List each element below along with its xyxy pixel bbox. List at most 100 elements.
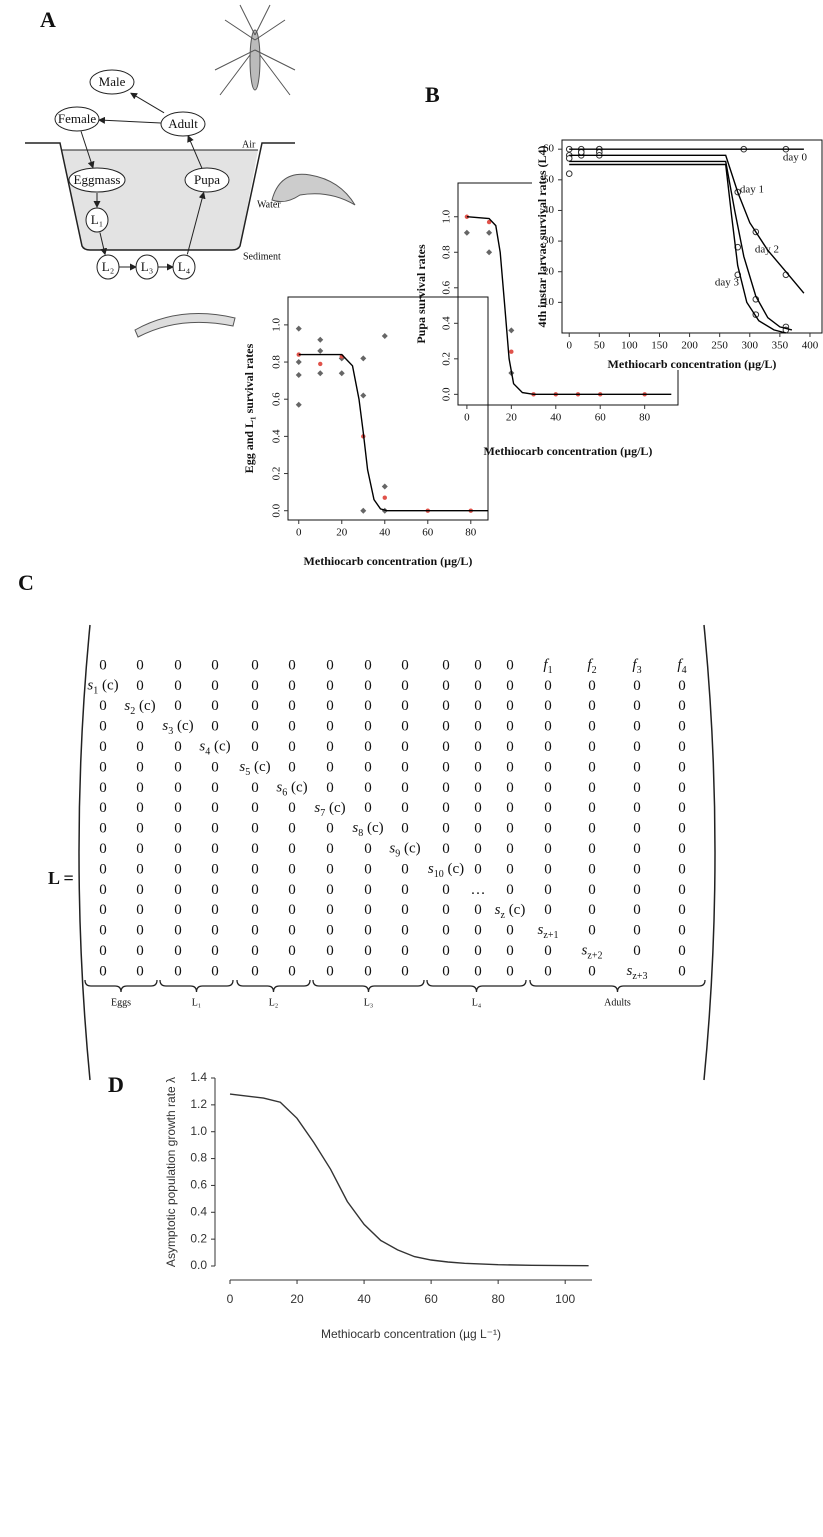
point — [464, 214, 470, 219]
matrix-cell: 0 — [544, 861, 552, 877]
cell-base: s — [428, 861, 434, 877]
brace — [84, 979, 158, 993]
matrix-cell: 0 — [588, 719, 596, 735]
matrix-cell: 0 — [364, 780, 372, 796]
matrix-cell: sz+2 — [582, 943, 603, 962]
cell-sub: 4 — [682, 665, 687, 676]
matrix-cell: 0 — [633, 821, 641, 837]
matrix-cell: 0 — [588, 821, 596, 837]
matrix-cell: 0 — [633, 780, 641, 796]
matrix-cell: 0 — [326, 943, 334, 959]
y-tick-label: 0.2 — [441, 352, 453, 366]
matrix-cell: 0 — [474, 923, 482, 939]
matrix-cell: 0 — [136, 882, 144, 898]
matrix-cell: f4 — [677, 657, 686, 676]
matrix-cell: 0 — [288, 698, 296, 714]
point — [317, 347, 324, 354]
y-tick-label: 1.0 — [441, 209, 453, 223]
x-tick-label: 40 — [379, 527, 391, 539]
matrix-cell: 0 — [442, 882, 450, 898]
matrix-cell: 0 — [211, 841, 219, 857]
right-paren — [703, 624, 716, 1081]
curve — [298, 353, 488, 512]
node — [85, 207, 109, 233]
arrow — [130, 92, 165, 114]
matrix-cell: 0 — [506, 923, 514, 939]
larva-icon — [134, 313, 236, 338]
left-paren — [78, 624, 91, 1081]
cell-tail: (c) — [250, 759, 270, 775]
plot-frame — [561, 139, 823, 334]
matrix-cell: sz (c) — [495, 902, 526, 921]
matrix-cell: 0 — [588, 678, 596, 694]
matrix-cell: s10 (c) — [428, 861, 464, 880]
y-tick-label: 30 — [543, 235, 555, 247]
cell-tail: (c) — [173, 719, 193, 735]
brace — [312, 979, 425, 993]
matrix-cell: … — [471, 882, 486, 898]
annotation: day 3 — [715, 277, 740, 289]
matrix-cell: 0 — [401, 882, 409, 898]
matrix-cell: 0 — [588, 963, 596, 979]
pupa-icon — [271, 173, 356, 206]
matrix-cell: 0 — [544, 943, 552, 959]
matrix-cell: 0 — [442, 759, 450, 775]
cell-base: s — [314, 800, 320, 816]
matrix-cell: 0 — [99, 902, 107, 918]
matrix-cell: 0 — [174, 882, 182, 898]
matrix-cell: 0 — [474, 698, 482, 714]
x-tick-label: 100 — [621, 340, 638, 352]
matrix-cell: 0 — [678, 800, 686, 816]
annotation: day 0 — [783, 152, 808, 164]
matrix-cell: 0 — [678, 780, 686, 796]
matrix-cell: 0 — [136, 759, 144, 775]
x-tick-label: 0 — [566, 340, 572, 352]
point — [317, 336, 324, 343]
matrix-cell: 0 — [326, 657, 334, 673]
matrix-cell: 0 — [288, 902, 296, 918]
x-tick-label: 60 — [424, 1292, 438, 1306]
matrix-cell: 0 — [99, 719, 107, 735]
matrix-cell: 0 — [506, 821, 514, 837]
cell-tail: (c) — [363, 821, 383, 837]
y-axis-label: Asymptotic population growth rate λ — [164, 1077, 178, 1267]
cell-tail: (c) — [135, 698, 155, 714]
node — [184, 167, 230, 193]
node-label: Eggmass — [74, 172, 121, 187]
matrix-cell: 0 — [588, 882, 596, 898]
cell-base: s — [87, 678, 93, 694]
matrix-cell: s8 (c) — [352, 821, 383, 840]
group-label: L₂ — [269, 997, 279, 1008]
y-tick-label: 0.6 — [441, 280, 453, 294]
matrix-cell: 0 — [401, 678, 409, 694]
matrix-cell: 0 — [326, 963, 334, 979]
matrix-cell: 0 — [633, 800, 641, 816]
matrix-cell: 0 — [442, 963, 450, 979]
matrix-cell: 0 — [251, 882, 259, 898]
y-tick-label: 0.4 — [441, 316, 453, 330]
matrix-cell: 0 — [174, 800, 182, 816]
x-axis-label: Methiocarb concentration (µg/L) — [608, 357, 777, 371]
x-tick-label: 80 — [491, 1292, 505, 1306]
matrix-cell: 0 — [99, 861, 107, 877]
arrow — [97, 116, 162, 124]
x-tick-label: 200 — [681, 340, 698, 352]
matrix-cell: 0 — [288, 923, 296, 939]
matrix-cell: 0 — [288, 861, 296, 877]
cell-sub: z+1 — [543, 930, 558, 941]
matrix-cell: 0 — [474, 943, 482, 959]
matrix-cell: 0 — [506, 780, 514, 796]
node — [172, 254, 196, 280]
point — [295, 401, 302, 408]
curve — [466, 216, 672, 395]
matrix-cell: 0 — [544, 698, 552, 714]
matrix-lhs: L = — [48, 868, 74, 888]
y-tick-label: 0.4 — [271, 429, 283, 443]
matrix-cell: 0 — [474, 861, 482, 877]
group-label: Adults — [604, 997, 631, 1008]
y-tick-label: 60 — [543, 143, 555, 155]
matrix-cell: 0 — [474, 739, 482, 755]
panel-label: D — [108, 1072, 124, 1097]
matrix-cell: 0 — [544, 759, 552, 775]
x-tick-label: 20 — [336, 527, 348, 539]
